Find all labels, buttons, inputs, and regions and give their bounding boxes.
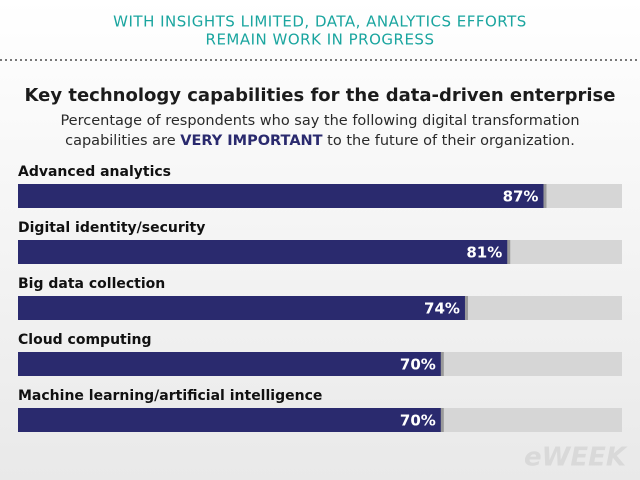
bar	[18, 184, 544, 208]
category-label: Big data collection	[18, 276, 165, 292]
subtitle-text: Percentage of respondents who say the fo…	[60, 113, 579, 129]
bar	[18, 296, 465, 320]
bar	[18, 408, 441, 432]
subtitle-text: capabilities are	[65, 133, 180, 149]
subtitle-text: to the future of their organization.	[323, 133, 575, 149]
value-label: 81%	[466, 244, 502, 262]
header-line: WITH INSIGHTS LIMITED, DATA, ANALYTICS E…	[113, 13, 527, 31]
subtitle-emphasis: VERY IMPORTANT	[180, 133, 322, 149]
category-label: Cloud computing	[18, 332, 152, 348]
value-label: 87%	[503, 188, 539, 206]
value-label: 74%	[424, 300, 460, 318]
subtitle: Percentage of respondents who say the fo…	[60, 113, 579, 129]
category-label: Digital identity/security	[18, 220, 205, 236]
bar	[18, 352, 441, 376]
header-line: REMAIN WORK IN PROGRESS	[206, 31, 435, 49]
subtitle: capabilities are VERY IMPORTANT to the f…	[65, 133, 575, 149]
category-label: Advanced analytics	[18, 164, 171, 180]
bar	[18, 240, 508, 264]
value-label: 70%	[400, 356, 436, 374]
chart-title: Key technology capabilities for the data…	[25, 85, 616, 106]
value-label: 70%	[400, 412, 436, 430]
logo: eWEEK	[524, 443, 628, 473]
category-label: Machine learning/artificial intelligence	[18, 388, 322, 404]
